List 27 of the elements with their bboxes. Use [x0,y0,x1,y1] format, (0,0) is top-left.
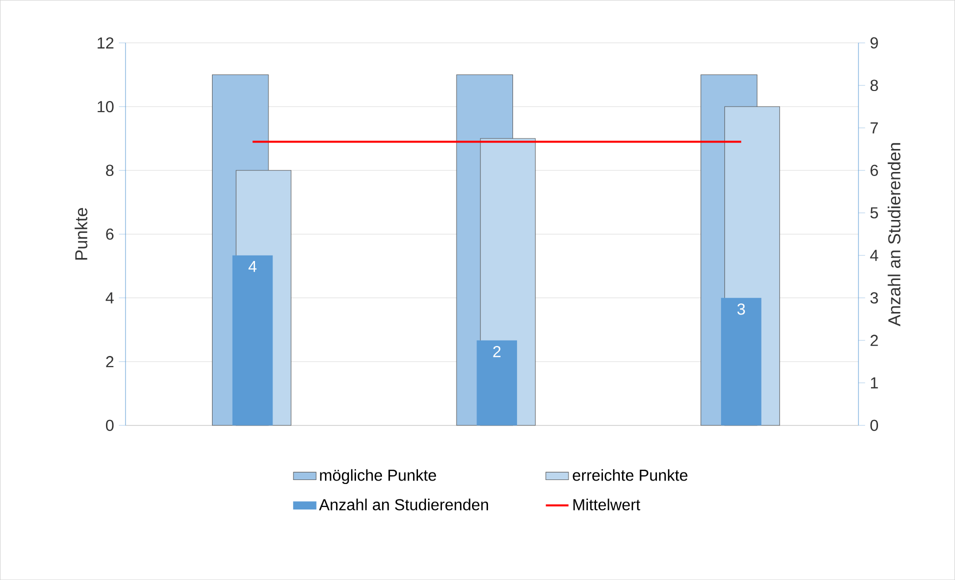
y2-tick-label: 3 [870,292,878,304]
y2-tick-label: 7 [870,122,878,134]
y2-tick-label: 8 [870,80,878,91]
y2-tick-label: 2 [870,334,878,346]
y2-tick-label: 0 [870,420,878,431]
y2-tick-label: 5 [870,207,878,218]
y-tick-label: 12 [98,37,114,48]
y-tick-label: 6 [106,228,114,240]
y-tick-label: 10 [98,100,114,112]
y-tick-label: 2 [106,356,114,368]
y-axis-title: Punkte [74,208,88,260]
y2-tick-label: 6 [870,164,878,176]
bar [476,340,518,426]
data-label: 3 [737,303,745,315]
y2-tick-label: 4 [870,250,878,261]
legend-label: mögliche Punkte [320,469,436,484]
y2-axis-title: Anzahl an Studierenden [888,143,900,326]
legend-label: Anzahl an Studierenden [319,498,488,510]
y2-tick-label: 1 [870,377,878,388]
legend-label: erreichte Punkte [572,469,688,481]
y2-tick-label: 9 [870,37,878,48]
data-label: 4 [248,260,257,272]
y-tick-label: 8 [106,164,114,176]
legend-label: Mittelwert [573,498,640,510]
data-label: 2 [493,346,501,357]
y-tick-label: 4 [106,292,114,304]
y-tick-label: 0 [106,420,114,431]
